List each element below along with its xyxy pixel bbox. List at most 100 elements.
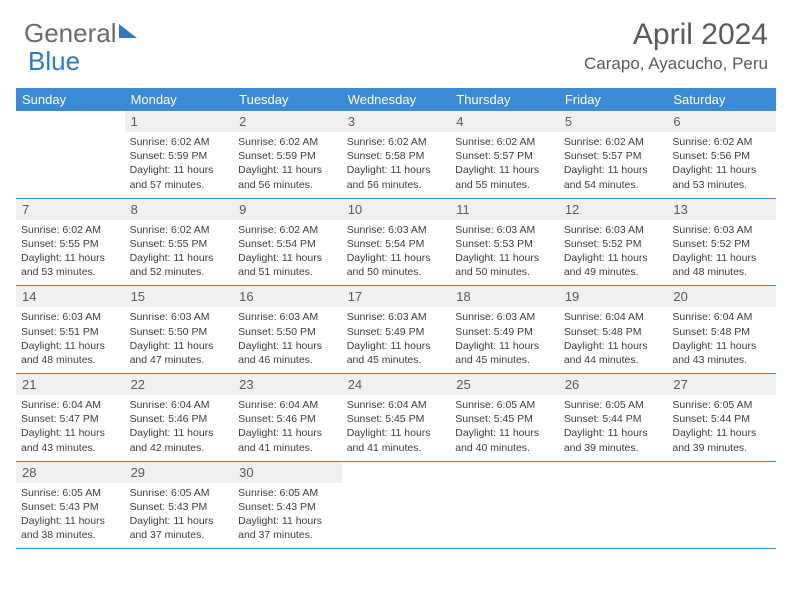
day-daylight1: Daylight: 11 hours	[130, 339, 229, 353]
day-daylight2: and 39 minutes.	[672, 441, 771, 455]
day-body-empty	[559, 483, 668, 545]
day-daylight2: and 43 minutes.	[21, 441, 120, 455]
day-sunset: Sunset: 5:48 PM	[672, 325, 771, 339]
day-number: 25	[450, 374, 559, 395]
day-sunrise: Sunrise: 6:02 AM	[672, 135, 771, 149]
calendar-cell: 25Sunrise: 6:05 AMSunset: 5:45 PMDayligh…	[450, 374, 559, 462]
location: Carapo, Ayacucho, Peru	[584, 54, 768, 74]
day-number-empty	[342, 462, 451, 483]
day-sunrise: Sunrise: 6:04 AM	[130, 398, 229, 412]
calendar-cell: 27Sunrise: 6:05 AMSunset: 5:44 PMDayligh…	[667, 374, 776, 462]
day-body: Sunrise: 6:04 AMSunset: 5:45 PMDaylight:…	[342, 395, 451, 461]
day-daylight1: Daylight: 11 hours	[21, 251, 120, 265]
day-sunrise: Sunrise: 6:04 AM	[347, 398, 446, 412]
calendar-table: SundayMondayTuesdayWednesdayThursdayFrid…	[16, 88, 776, 549]
day-number: 10	[342, 199, 451, 220]
day-body-empty	[450, 483, 559, 545]
day-daylight2: and 41 minutes.	[347, 441, 446, 455]
day-daylight2: and 46 minutes.	[238, 353, 337, 367]
day-sunset: Sunset: 5:48 PM	[564, 325, 663, 339]
day-number: 11	[450, 199, 559, 220]
day-daylight2: and 45 minutes.	[455, 353, 554, 367]
day-body: Sunrise: 6:02 AMSunset: 5:57 PMDaylight:…	[450, 132, 559, 198]
calendar-cell: 1Sunrise: 6:02 AMSunset: 5:59 PMDaylight…	[125, 111, 234, 198]
day-daylight1: Daylight: 11 hours	[130, 514, 229, 528]
day-sunrise: Sunrise: 6:04 AM	[21, 398, 120, 412]
day-number: 14	[16, 286, 125, 307]
day-daylight2: and 49 minutes.	[564, 265, 663, 279]
day-number: 27	[667, 374, 776, 395]
day-sunset: Sunset: 5:52 PM	[672, 237, 771, 251]
day-body: Sunrise: 6:02 AMSunset: 5:55 PMDaylight:…	[125, 220, 234, 286]
logo-text-blue: Blue	[28, 46, 80, 77]
day-body: Sunrise: 6:04 AMSunset: 5:46 PMDaylight:…	[125, 395, 234, 461]
day-sunset: Sunset: 5:47 PM	[21, 412, 120, 426]
day-daylight1: Daylight: 11 hours	[672, 426, 771, 440]
day-daylight2: and 47 minutes.	[130, 353, 229, 367]
day-number-empty	[559, 462, 668, 483]
day-sunset: Sunset: 5:57 PM	[455, 149, 554, 163]
day-daylight2: and 37 minutes.	[130, 528, 229, 542]
calendar-cell: 2Sunrise: 6:02 AMSunset: 5:59 PMDaylight…	[233, 111, 342, 198]
day-sunset: Sunset: 5:59 PM	[238, 149, 337, 163]
calendar-cell: 5Sunrise: 6:02 AMSunset: 5:57 PMDaylight…	[559, 111, 668, 198]
calendar-cell: 18Sunrise: 6:03 AMSunset: 5:49 PMDayligh…	[450, 286, 559, 374]
day-number: 28	[16, 462, 125, 483]
day-sunrise: Sunrise: 6:02 AM	[130, 135, 229, 149]
calendar-head: SundayMondayTuesdayWednesdayThursdayFrid…	[16, 88, 776, 111]
day-sunrise: Sunrise: 6:05 AM	[455, 398, 554, 412]
calendar-cell: 26Sunrise: 6:05 AMSunset: 5:44 PMDayligh…	[559, 374, 668, 462]
day-sunset: Sunset: 5:55 PM	[130, 237, 229, 251]
day-sunrise: Sunrise: 6:04 AM	[564, 310, 663, 324]
day-body: Sunrise: 6:04 AMSunset: 5:48 PMDaylight:…	[667, 307, 776, 373]
day-number: 23	[233, 374, 342, 395]
day-sunset: Sunset: 5:54 PM	[347, 237, 446, 251]
calendar-cell: 7Sunrise: 6:02 AMSunset: 5:55 PMDaylight…	[16, 198, 125, 286]
day-sunrise: Sunrise: 6:03 AM	[21, 310, 120, 324]
day-daylight1: Daylight: 11 hours	[21, 426, 120, 440]
weekday-header: Thursday	[450, 88, 559, 111]
day-number: 5	[559, 111, 668, 132]
day-body: Sunrise: 6:03 AMSunset: 5:53 PMDaylight:…	[450, 220, 559, 286]
day-daylight1: Daylight: 11 hours	[455, 426, 554, 440]
day-sunrise: Sunrise: 6:04 AM	[238, 398, 337, 412]
day-number: 13	[667, 199, 776, 220]
day-number: 22	[125, 374, 234, 395]
day-sunrise: Sunrise: 6:05 AM	[130, 486, 229, 500]
day-number: 9	[233, 199, 342, 220]
day-body: Sunrise: 6:02 AMSunset: 5:58 PMDaylight:…	[342, 132, 451, 198]
day-daylight2: and 55 minutes.	[455, 178, 554, 192]
day-number: 26	[559, 374, 668, 395]
day-daylight1: Daylight: 11 hours	[238, 426, 337, 440]
day-body: Sunrise: 6:03 AMSunset: 5:54 PMDaylight:…	[342, 220, 451, 286]
calendar-cell: 20Sunrise: 6:04 AMSunset: 5:48 PMDayligh…	[667, 286, 776, 374]
day-daylight2: and 45 minutes.	[347, 353, 446, 367]
weekday-header: Saturday	[667, 88, 776, 111]
day-number: 20	[667, 286, 776, 307]
day-number: 18	[450, 286, 559, 307]
day-sunset: Sunset: 5:54 PM	[238, 237, 337, 251]
day-sunrise: Sunrise: 6:03 AM	[564, 223, 663, 237]
weekday-header: Tuesday	[233, 88, 342, 111]
day-daylight1: Daylight: 11 hours	[238, 163, 337, 177]
day-body: Sunrise: 6:03 AMSunset: 5:52 PMDaylight:…	[667, 220, 776, 286]
day-daylight1: Daylight: 11 hours	[564, 339, 663, 353]
day-daylight2: and 41 minutes.	[238, 441, 337, 455]
day-sunrise: Sunrise: 6:05 AM	[564, 398, 663, 412]
day-daylight1: Daylight: 11 hours	[130, 163, 229, 177]
day-number: 29	[125, 462, 234, 483]
day-sunrise: Sunrise: 6:03 AM	[455, 223, 554, 237]
day-sunset: Sunset: 5:51 PM	[21, 325, 120, 339]
day-number: 16	[233, 286, 342, 307]
day-sunset: Sunset: 5:49 PM	[347, 325, 446, 339]
calendar-week: 21Sunrise: 6:04 AMSunset: 5:47 PMDayligh…	[16, 374, 776, 462]
title-block: April 2024 Carapo, Ayacucho, Peru	[584, 18, 768, 74]
calendar-cell: 15Sunrise: 6:03 AMSunset: 5:50 PMDayligh…	[125, 286, 234, 374]
day-sunset: Sunset: 5:45 PM	[347, 412, 446, 426]
calendar-cell: 10Sunrise: 6:03 AMSunset: 5:54 PMDayligh…	[342, 198, 451, 286]
day-body: Sunrise: 6:03 AMSunset: 5:50 PMDaylight:…	[125, 307, 234, 373]
day-number: 8	[125, 199, 234, 220]
day-daylight2: and 51 minutes.	[238, 265, 337, 279]
logo-triangle-icon	[119, 24, 137, 38]
day-sunrise: Sunrise: 6:02 AM	[130, 223, 229, 237]
